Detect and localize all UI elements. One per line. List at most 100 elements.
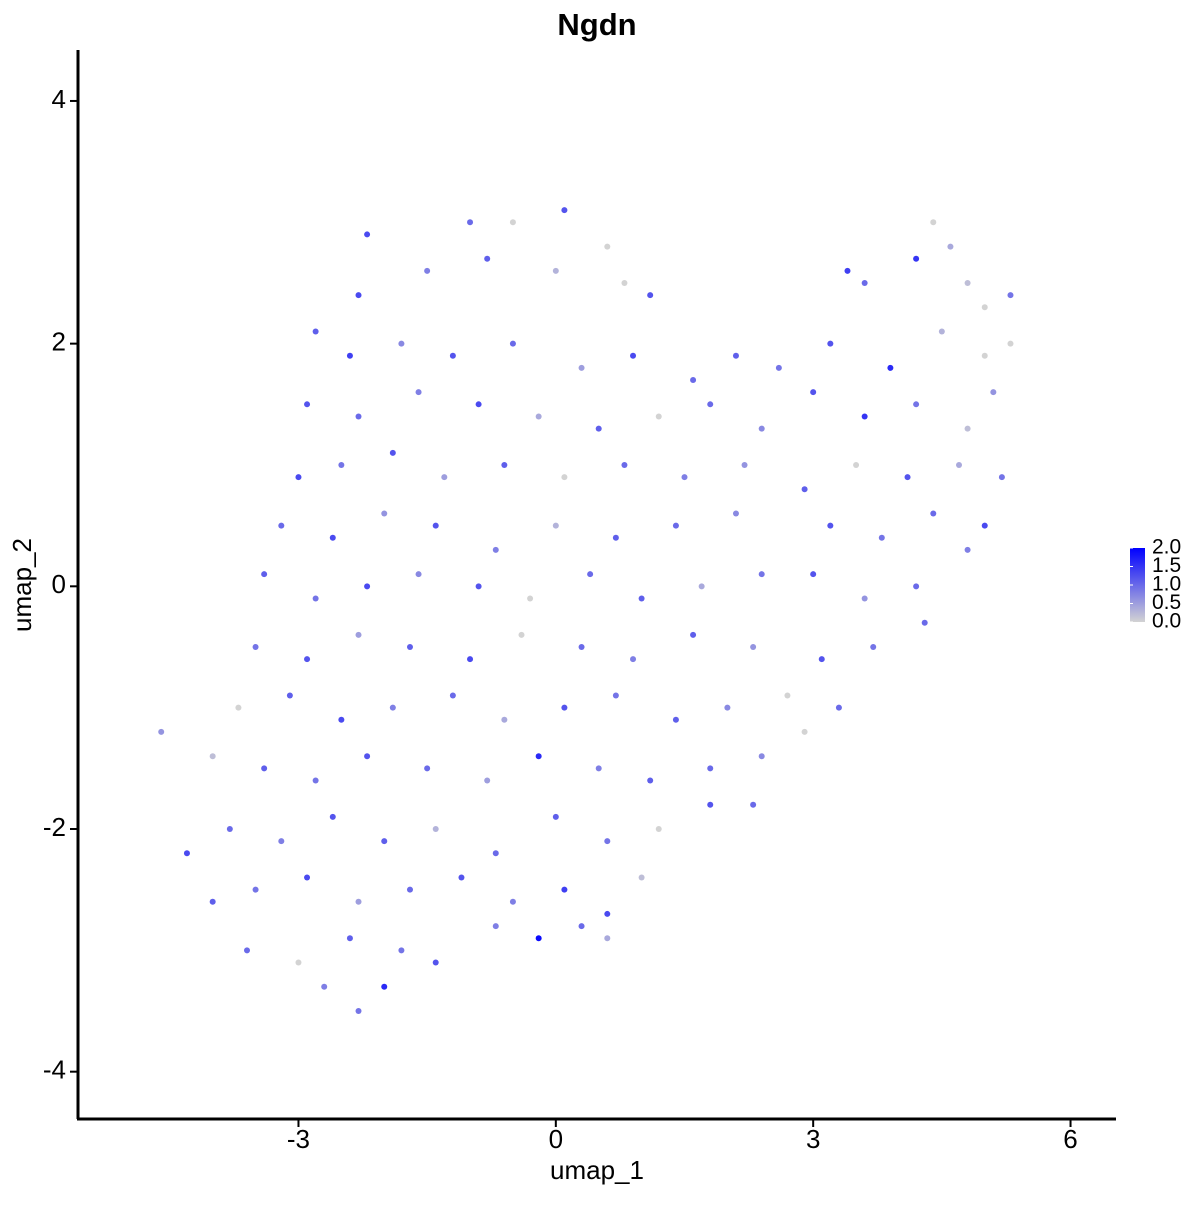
point bbox=[312, 595, 319, 602]
x-tick-label: 0 bbox=[549, 1124, 563, 1154]
point bbox=[844, 267, 851, 274]
point bbox=[261, 765, 268, 772]
point bbox=[252, 886, 259, 893]
colorbar-tick-label: 1.0 bbox=[1152, 573, 1181, 596]
point bbox=[509, 340, 516, 347]
point bbox=[595, 425, 602, 432]
point bbox=[449, 692, 456, 699]
colorbar-tick-label: 0.0 bbox=[1152, 610, 1181, 633]
point bbox=[209, 898, 216, 905]
point bbox=[467, 219, 474, 226]
point bbox=[304, 401, 311, 408]
point bbox=[604, 243, 611, 250]
point bbox=[681, 474, 688, 481]
point bbox=[355, 898, 362, 905]
point bbox=[415, 389, 422, 396]
point bbox=[398, 340, 405, 347]
point bbox=[878, 534, 885, 541]
point bbox=[415, 571, 422, 578]
point bbox=[346, 352, 353, 359]
point bbox=[655, 413, 662, 420]
point bbox=[818, 656, 825, 663]
colorbar bbox=[1130, 548, 1145, 622]
point bbox=[492, 850, 499, 857]
point bbox=[655, 825, 662, 832]
point bbox=[338, 461, 345, 468]
point bbox=[552, 267, 559, 274]
point bbox=[964, 546, 971, 553]
point bbox=[509, 898, 516, 905]
point bbox=[449, 352, 456, 359]
point bbox=[758, 571, 765, 578]
x-tick-label: 6 bbox=[1063, 1124, 1077, 1154]
point bbox=[578, 643, 585, 650]
point bbox=[638, 595, 645, 602]
point bbox=[707, 401, 714, 408]
point bbox=[964, 425, 971, 432]
colorbar-tick-label: 0.5 bbox=[1152, 591, 1181, 614]
point bbox=[338, 716, 345, 723]
y-tick-label: 2 bbox=[52, 327, 66, 357]
point bbox=[492, 546, 499, 553]
x-tick-label: 3 bbox=[806, 1124, 820, 1154]
point bbox=[561, 474, 568, 481]
point bbox=[484, 255, 491, 262]
point bbox=[801, 486, 808, 493]
point bbox=[501, 461, 508, 468]
point bbox=[355, 631, 362, 638]
point bbox=[913, 401, 920, 408]
point bbox=[527, 595, 534, 602]
y-tick-label: 4 bbox=[52, 84, 66, 114]
point bbox=[458, 874, 465, 881]
point bbox=[406, 643, 413, 650]
point bbox=[604, 838, 611, 845]
point bbox=[690, 631, 697, 638]
y-tick-label: -4 bbox=[43, 1055, 66, 1085]
point bbox=[578, 923, 585, 930]
point bbox=[870, 643, 877, 650]
point bbox=[587, 571, 594, 578]
point bbox=[758, 753, 765, 760]
point bbox=[861, 413, 868, 420]
colorbar-tick-label: 1.5 bbox=[1152, 554, 1181, 577]
point bbox=[329, 813, 336, 820]
point bbox=[381, 983, 388, 990]
point bbox=[561, 207, 568, 214]
point bbox=[295, 959, 302, 966]
point bbox=[226, 825, 233, 832]
point bbox=[827, 522, 834, 529]
point bbox=[630, 352, 637, 359]
chart-title: Ngdn bbox=[557, 7, 636, 42]
point bbox=[475, 583, 482, 590]
point bbox=[312, 777, 319, 784]
point bbox=[312, 328, 319, 335]
point bbox=[441, 474, 448, 481]
point bbox=[638, 874, 645, 881]
point bbox=[947, 243, 954, 250]
y-tick-label: -2 bbox=[43, 812, 66, 842]
point bbox=[930, 510, 937, 517]
point bbox=[492, 923, 499, 930]
point bbox=[750, 643, 757, 650]
point bbox=[355, 292, 362, 299]
point bbox=[1007, 340, 1014, 347]
point bbox=[243, 947, 250, 954]
point bbox=[604, 935, 611, 942]
point bbox=[647, 292, 654, 299]
point bbox=[998, 474, 1005, 481]
point bbox=[278, 838, 285, 845]
point bbox=[981, 304, 988, 311]
point bbox=[724, 704, 731, 711]
point bbox=[364, 753, 371, 760]
point bbox=[741, 461, 748, 468]
point bbox=[810, 389, 817, 396]
point bbox=[355, 413, 362, 420]
point bbox=[647, 777, 654, 784]
point bbox=[921, 619, 928, 626]
point bbox=[904, 474, 911, 481]
point bbox=[235, 704, 242, 711]
point bbox=[621, 461, 628, 468]
point bbox=[278, 522, 285, 529]
point bbox=[364, 231, 371, 238]
